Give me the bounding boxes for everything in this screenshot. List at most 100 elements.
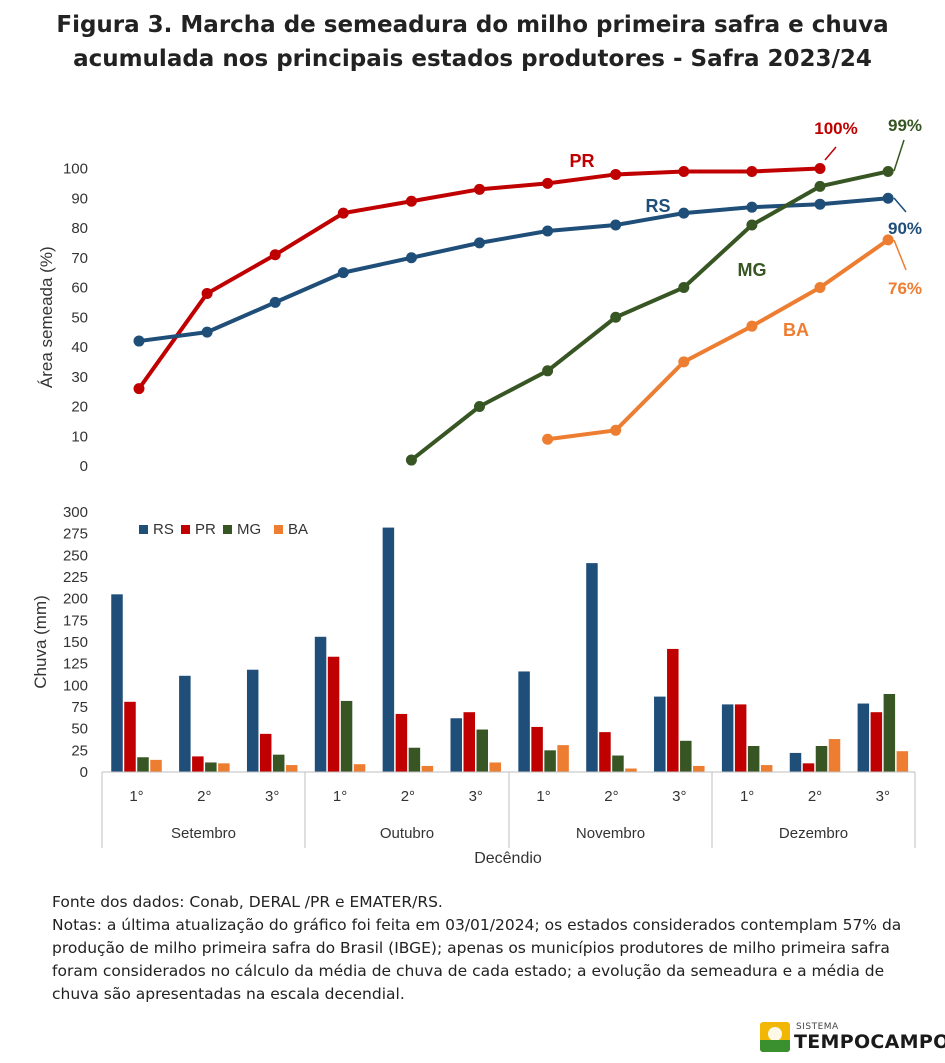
bar-rs	[179, 675, 191, 772]
bar-mg	[137, 757, 149, 772]
chart-figure: 0 10 20 30 40 50 60 70 80 90 100 Área semeada (%) PR…	[31, 116, 922, 867]
bar-ba	[489, 762, 501, 772]
line-series-label-pr: PR	[569, 151, 594, 171]
bar-pr	[192, 756, 204, 772]
legend-swatch-ba	[274, 525, 283, 534]
line-series-label-ba: BA	[783, 320, 809, 340]
month-label: Setembro	[171, 825, 236, 842]
decendio-tick-label: 1°	[536, 788, 550, 805]
bar-rs	[654, 696, 666, 772]
bar-mg	[205, 762, 217, 772]
decendio-tick-label: 3°	[265, 788, 279, 805]
line-point-mg	[610, 311, 622, 323]
legend-label-pr: PR	[195, 521, 216, 538]
decendio-tick-label: 2°	[604, 788, 618, 805]
bar-pr	[870, 712, 883, 772]
bar-rs	[314, 636, 327, 772]
bar-mg	[340, 700, 353, 772]
decendio-tick-label: 3°	[876, 788, 890, 805]
line-point-rs	[133, 335, 145, 347]
line-y-tick-label: 0	[80, 458, 88, 475]
bar-ba	[150, 759, 162, 772]
line-y-tick-label: 70	[71, 250, 88, 267]
line-series-label-rs: RS	[645, 196, 670, 216]
decendio-tick-label: 2°	[808, 788, 822, 805]
line-point-ba	[814, 282, 826, 293]
chart-notes: Fonte dos dados: Conab, DERAL /PR e EMAT…	[52, 891, 912, 1006]
bar-mg	[680, 740, 692, 772]
bar-rs	[246, 669, 259, 772]
bar-y-tick-label: 25	[71, 742, 88, 759]
bar-mg	[883, 693, 896, 772]
bar-pr	[531, 726, 543, 772]
bar-y-tick-label: 175	[63, 612, 88, 629]
bar-mg	[272, 754, 285, 772]
line-series-mg	[410, 169, 889, 462]
tempocampo-logo: SISTEMA TEMPOCAMPO	[760, 1022, 945, 1058]
decendio-tick-label: 3°	[469, 788, 483, 805]
line-y-axis-title: Área semeada (%)	[37, 246, 56, 388]
decendio-tick-label: 1°	[740, 788, 754, 805]
bar-rs	[789, 752, 802, 772]
bar-y-tick-label: 125	[63, 656, 88, 673]
line-point-mg	[746, 219, 758, 231]
bar-y-tick-label: 300	[63, 504, 88, 521]
line-point-pr	[133, 383, 145, 395]
end-label-pr: 100%	[814, 119, 857, 138]
bar-mg	[408, 747, 421, 772]
line-point-pr	[610, 168, 622, 180]
line-point-mg	[882, 165, 894, 177]
line-point-ba	[542, 433, 554, 445]
bar-y-axis-title: Chuva (mm)	[31, 595, 50, 689]
line-y-tick-label: 50	[71, 309, 88, 326]
line-series-label-mg: MG	[738, 260, 767, 280]
bar-ba	[693, 765, 705, 772]
legend-label-ba: BA	[288, 521, 308, 538]
bar-rs	[857, 703, 870, 772]
bar-y-tick-label: 250	[63, 547, 88, 564]
legend-swatch-rs	[139, 525, 148, 534]
bar-ba	[557, 745, 569, 772]
bar-rs	[450, 718, 462, 772]
decendio-tick-label: 2°	[401, 788, 415, 805]
line-point-rs	[542, 225, 554, 237]
legend-swatch-mg	[223, 525, 232, 534]
bar-ba	[760, 765, 773, 772]
bar-pr	[599, 732, 611, 772]
end-label-mg: 99%	[888, 116, 922, 135]
bar-ba	[285, 765, 298, 772]
bar-y-tick-label: 150	[63, 634, 88, 651]
bar-ba	[828, 739, 841, 772]
bar-ba	[625, 768, 637, 772]
end-label-leader-ba	[893, 239, 907, 271]
bar-mg	[612, 755, 624, 772]
line-point-rs	[201, 326, 213, 338]
bar-ba	[896, 751, 909, 772]
line-point-rs	[882, 192, 894, 204]
line-y-tick-label: 60	[71, 280, 88, 297]
bar-y-tick-label: 225	[63, 569, 88, 586]
line-point-rs	[269, 296, 281, 308]
bar-y-tick-label: 50	[71, 721, 88, 738]
bar-pr	[259, 733, 272, 772]
line-point-pr	[814, 163, 826, 174]
line-y-tick-label: 100	[63, 161, 88, 178]
end-label-leader-mg	[893, 139, 905, 172]
line-point-pr	[405, 195, 417, 207]
line-point-pr	[542, 177, 554, 189]
line-point-rs	[746, 201, 758, 213]
bar-y-tick-label: 200	[63, 591, 88, 608]
decendio-tick-label: 2°	[197, 788, 211, 805]
line-point-mg	[405, 454, 417, 466]
line-point-pr	[269, 249, 281, 261]
end-label-leader-rs	[893, 197, 907, 213]
line-point-rs	[474, 237, 485, 249]
bar-pr	[667, 648, 679, 772]
bar-rs	[721, 704, 734, 772]
bar-mg	[815, 745, 828, 772]
decendio-tick-label: 3°	[672, 788, 686, 805]
line-series-ba	[547, 238, 890, 442]
line-point-mg	[678, 282, 690, 293]
bar-pr	[327, 656, 340, 772]
bar-y-tick-label: 275	[63, 526, 88, 543]
